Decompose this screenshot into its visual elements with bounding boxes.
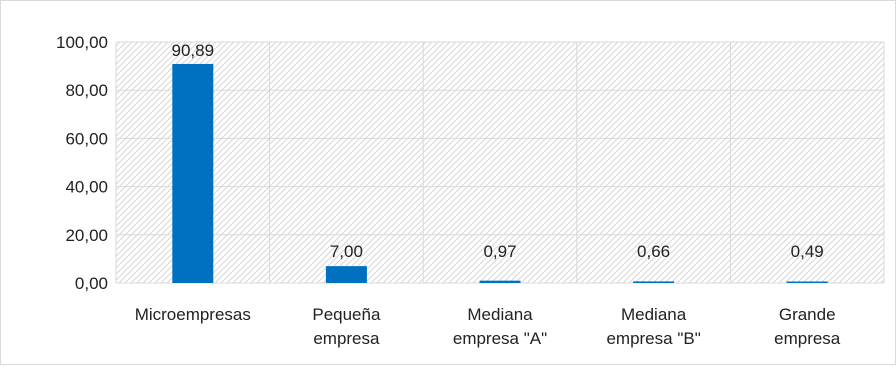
y-tick-label: 60,00 [65,129,108,148]
y-tick-label: 100,00 [56,33,108,52]
category-label: Pequeña empresa [312,305,381,348]
y-tick-label: 80,00 [65,81,108,100]
category-label: Grande empresa [774,305,841,348]
y-tick-label: 0,00 [75,274,108,293]
data-label: 0,97 [483,242,516,261]
bar [479,280,521,283]
data-label: 7,00 [330,242,363,261]
bars [172,63,828,283]
category-label: Microempresas [135,305,251,324]
y-tick-label: 20,00 [65,226,108,245]
bar [172,63,214,283]
y-tick-label: 40,00 [65,178,108,197]
data-label: 0,66 [637,242,670,261]
category-label: Mediana empresa "B" [606,305,700,348]
bar [325,266,367,283]
data-label: 0,49 [791,242,824,261]
data-label: 90,89 [172,41,215,60]
gridlines [115,41,885,284]
category-label: Mediana empresa "A" [453,305,547,348]
plot-area [116,42,884,283]
bar [786,281,828,283]
bar [633,281,675,283]
labels: 0,00 20,00 40,00 60,00 80,00 100,00 90,89 Micro… [56,33,841,348]
